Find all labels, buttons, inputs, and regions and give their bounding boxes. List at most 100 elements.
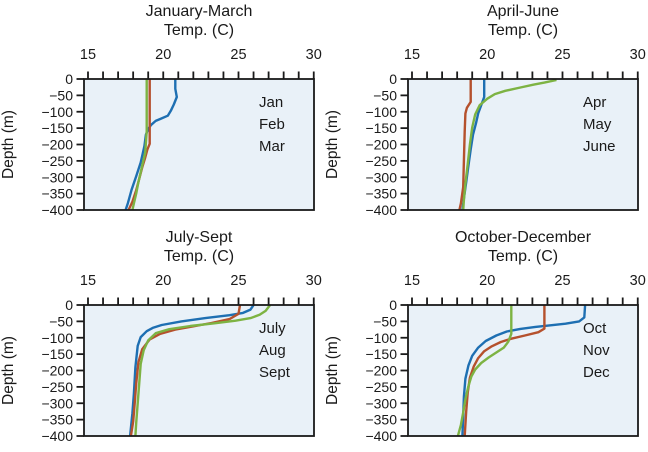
legend-label-aug: Aug — [259, 342, 286, 359]
plot-background — [408, 305, 638, 436]
plot-area: 15 20 25 30 0−50−100−150−200−250−300−350−400… — [365, 273, 645, 444]
legend-label-jan: Jan — [259, 94, 283, 111]
plot-background — [84, 79, 314, 210]
y-tick-label: −50 — [373, 313, 397, 329]
y-tick-label: −400 — [365, 428, 397, 444]
x-tick-label: 15 — [404, 47, 420, 63]
x-tick-label: 20 — [155, 47, 171, 63]
plot-border — [407, 78, 639, 211]
y-tick-label: −350 — [41, 412, 73, 428]
y-axis-label: Depth (m) — [0, 336, 17, 405]
y-tick-label: −200 — [365, 363, 397, 379]
y-tick-label: −200 — [41, 363, 73, 379]
y-tick-label: −100 — [365, 330, 397, 346]
y-tick-label: 0 — [65, 297, 73, 313]
y-tick-label: −350 — [365, 186, 397, 202]
x-tick-label: 20 — [479, 273, 495, 289]
x-tick-label: 20 — [479, 47, 495, 63]
legend-label-may: May — [583, 116, 612, 133]
y-tick-label: −50 — [49, 87, 73, 103]
y-tick-label: 0 — [389, 71, 397, 87]
y-axis-label: Depth (m) — [324, 336, 341, 405]
y-tick-label: −300 — [365, 169, 397, 185]
x-tick-label: 30 — [630, 47, 646, 63]
y-tick-label: −250 — [365, 153, 397, 169]
x-axis-label: Temp. (C) — [488, 248, 558, 265]
y-tick-label: −250 — [41, 379, 73, 395]
series-line-dec — [456, 305, 513, 437]
plot-border — [83, 304, 315, 437]
x-tick-label: 25 — [230, 47, 246, 63]
series-line-sept — [134, 304, 272, 437]
x-axis-label: Temp. (C) — [488, 22, 558, 39]
y-tick-label: −150 — [41, 120, 73, 136]
y-tick-label: 0 — [65, 71, 73, 87]
x-tick-label: 15 — [80, 273, 96, 289]
y-tick-label: −100 — [41, 330, 73, 346]
series-line-aug — [129, 304, 242, 437]
y-tick-label: −200 — [41, 137, 73, 153]
series-line-mar — [131, 79, 148, 211]
legend-label-dec: Dec — [583, 364, 610, 381]
x-tick-label: 30 — [306, 47, 322, 63]
y-tick-label: −150 — [365, 346, 397, 362]
y-tick-label: −50 — [373, 87, 397, 103]
y-tick-label: −300 — [41, 395, 73, 411]
plot-area: 15 20 25 30 0−50−100−150−200−250−300−350−400… — [41, 273, 321, 444]
plot-background — [408, 79, 638, 210]
y-tick-label: −150 — [365, 120, 397, 136]
y-tick-label: −250 — [365, 379, 397, 395]
chart-title: July-Sept — [166, 229, 233, 246]
series-line-oct — [461, 304, 587, 437]
y-tick-label: −150 — [41, 346, 73, 362]
legend-label-mar: Mar — [259, 138, 285, 155]
x-tick-label: 25 — [554, 47, 570, 63]
chart-jul-sept: July-Sept Temp. (C) Depth (m) 15 20 25 300−… — [0, 229, 322, 444]
chart-title: October-December — [455, 229, 592, 246]
x-axis-label: Temp. (C) — [164, 22, 234, 39]
y-axis-label: Depth (m) — [0, 110, 17, 179]
legend-label-nov: Nov — [583, 342, 610, 359]
plot-border — [407, 304, 639, 437]
y-tick-label: −400 — [365, 202, 397, 218]
legend-label-june: June — [583, 138, 616, 155]
x-tick-label: 15 — [404, 273, 420, 289]
x-tick-label: 30 — [306, 273, 322, 289]
legend-label-apr: Apr — [583, 94, 606, 111]
y-tick-label: −400 — [41, 202, 73, 218]
y-tick-label: 0 — [389, 297, 397, 313]
y-tick-label: −50 — [49, 313, 73, 329]
legend-label-oct: Oct — [583, 320, 607, 337]
y-tick-label: −200 — [365, 137, 397, 153]
plot-area: 15 20 25 30 0−50−100−150−200−250−300−350−400… — [41, 47, 321, 218]
x-tick-label: 25 — [554, 273, 570, 289]
y-tick-label: −400 — [41, 428, 73, 444]
y-axis-label: Depth (m) — [324, 110, 341, 179]
series-line-june — [462, 78, 557, 211]
y-tick-label: −100 — [365, 104, 397, 120]
x-tick-label: 20 — [155, 273, 171, 289]
series-line-may — [458, 79, 472, 211]
plot-background — [84, 305, 314, 436]
legend-label-sept: Sept — [259, 364, 291, 381]
chart-oct-dec: October-December Temp. (C) Depth (m) 15 2… — [324, 229, 646, 444]
legend-label-feb: Feb — [259, 116, 285, 133]
y-tick-label: −250 — [41, 153, 73, 169]
series-line-jan — [124, 79, 179, 211]
chart-apr-jun: April-June Temp. (C) Depth (m) 15 20 25 30 0… — [324, 3, 646, 218]
plot-area: 15 20 25 30 0−50−100−150−200−250−300−350−400… — [365, 47, 645, 218]
plot-border — [83, 78, 315, 211]
y-tick-label: −300 — [365, 395, 397, 411]
x-tick-label: 30 — [630, 273, 646, 289]
y-tick-label: −350 — [41, 186, 73, 202]
legend-label-july: July — [259, 320, 286, 337]
y-tick-label: −100 — [41, 104, 73, 120]
x-tick-label: 25 — [230, 273, 246, 289]
y-tick-label: −300 — [41, 169, 73, 185]
chart-title: April-June — [487, 3, 559, 20]
chart-jan-mar: January-March Temp. (C) Depth (m) 15 20 25… — [0, 3, 322, 218]
y-tick-label: −350 — [365, 412, 397, 428]
chart-title: January-March — [146, 3, 253, 20]
x-tick-label: 15 — [80, 47, 96, 63]
